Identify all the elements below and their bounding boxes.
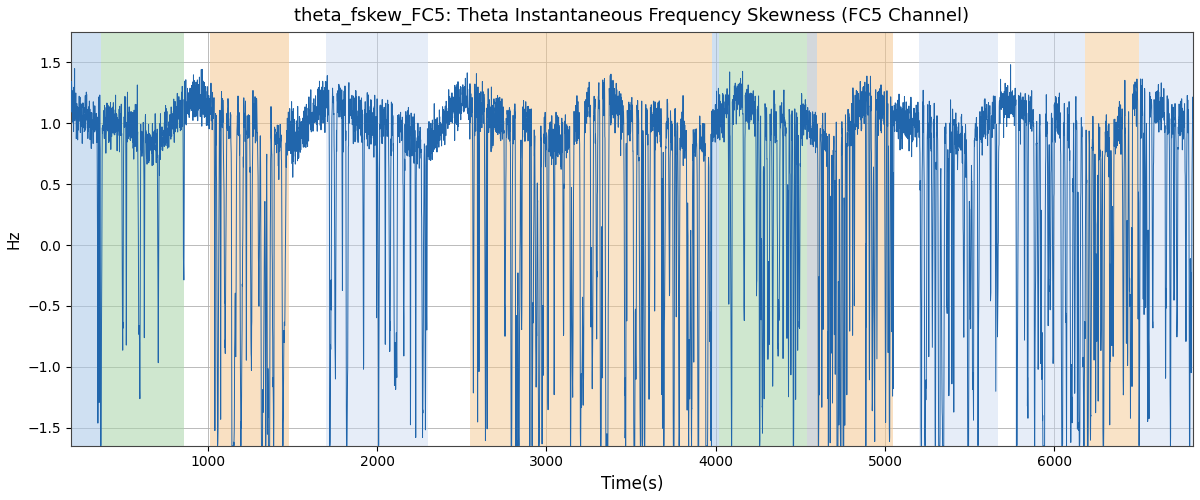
X-axis label: Time(s): Time(s) [601, 475, 664, 493]
Bar [210, 32, 289, 446]
Bar [817, 32, 894, 446]
Y-axis label: Hz: Hz [7, 229, 22, 248]
Bar [919, 32, 998, 446]
Bar [1085, 32, 1139, 446]
Bar [713, 32, 719, 446]
Bar [470, 32, 569, 446]
Bar [1015, 32, 1085, 446]
Bar [326, 32, 428, 446]
Bar [101, 32, 185, 446]
Title: theta_fskew_FC5: Theta Instantaneous Frequency Skewness (FC5 Channel): theta_fskew_FC5: Theta Instantaneous Fre… [294, 7, 970, 25]
Bar [569, 32, 713, 446]
Bar [1139, 32, 1193, 446]
Bar [719, 32, 808, 446]
Bar [808, 32, 817, 446]
Bar [71, 32, 101, 446]
